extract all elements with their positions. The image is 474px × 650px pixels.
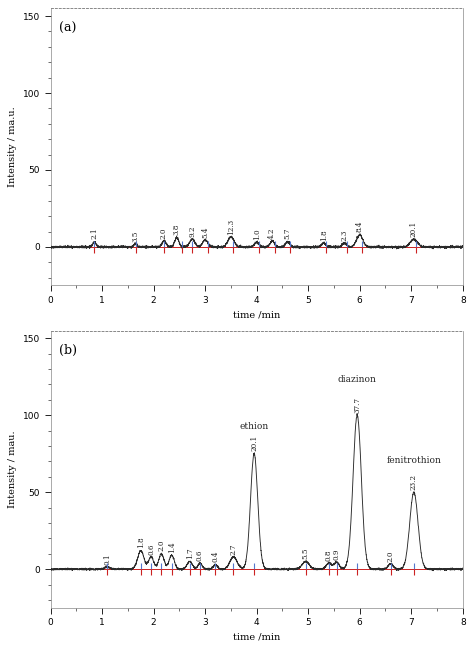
Text: 3.5: 3.5	[132, 230, 139, 242]
Text: 0.9: 0.9	[333, 549, 340, 560]
Y-axis label: Intensity / mau.: Intensity / mau.	[9, 430, 18, 508]
Text: ethion: ethion	[239, 422, 269, 431]
Text: (b): (b)	[59, 344, 77, 358]
Text: 1.8: 1.8	[319, 229, 328, 240]
Text: 20.1: 20.1	[410, 221, 418, 237]
Text: 5.7: 5.7	[283, 227, 292, 239]
Text: 8.4: 8.4	[356, 221, 364, 232]
Text: 1.0: 1.0	[253, 228, 261, 240]
Text: 4.2: 4.2	[268, 227, 276, 239]
Text: 0.4: 0.4	[211, 551, 219, 562]
Text: 2.1: 2.1	[91, 227, 99, 239]
Text: 0.8: 0.8	[325, 549, 333, 561]
Text: 23.2: 23.2	[410, 474, 418, 490]
Text: 20.1: 20.1	[250, 435, 258, 451]
Text: fenitrothion: fenitrothion	[386, 456, 441, 465]
X-axis label: time /min: time /min	[233, 311, 280, 319]
Text: 5.4: 5.4	[201, 226, 209, 238]
Text: 0.6: 0.6	[196, 549, 204, 561]
Text: diazinon: diazinon	[337, 376, 377, 384]
Text: 12.3: 12.3	[227, 218, 235, 235]
Text: 2.3: 2.3	[340, 229, 348, 240]
Text: 1.4: 1.4	[168, 541, 176, 553]
Text: 2.0: 2.0	[157, 540, 165, 551]
Text: (a): (a)	[59, 22, 76, 35]
Text: 1.8: 1.8	[137, 537, 145, 549]
X-axis label: time /min: time /min	[233, 632, 280, 642]
Text: 37.7: 37.7	[353, 397, 361, 413]
Text: 2.7: 2.7	[229, 543, 237, 554]
Text: 0.6: 0.6	[147, 543, 155, 554]
Text: 5.5: 5.5	[301, 548, 310, 559]
Text: 3.8: 3.8	[173, 224, 181, 235]
Y-axis label: Intensity / ma.u.: Intensity / ma.u.	[9, 107, 18, 187]
Text: 2.0: 2.0	[387, 550, 395, 562]
Text: 9.2: 9.2	[188, 226, 196, 237]
Text: 1.7: 1.7	[186, 547, 194, 559]
Text: 2.0: 2.0	[160, 227, 168, 239]
Text: 0.1: 0.1	[103, 553, 111, 565]
